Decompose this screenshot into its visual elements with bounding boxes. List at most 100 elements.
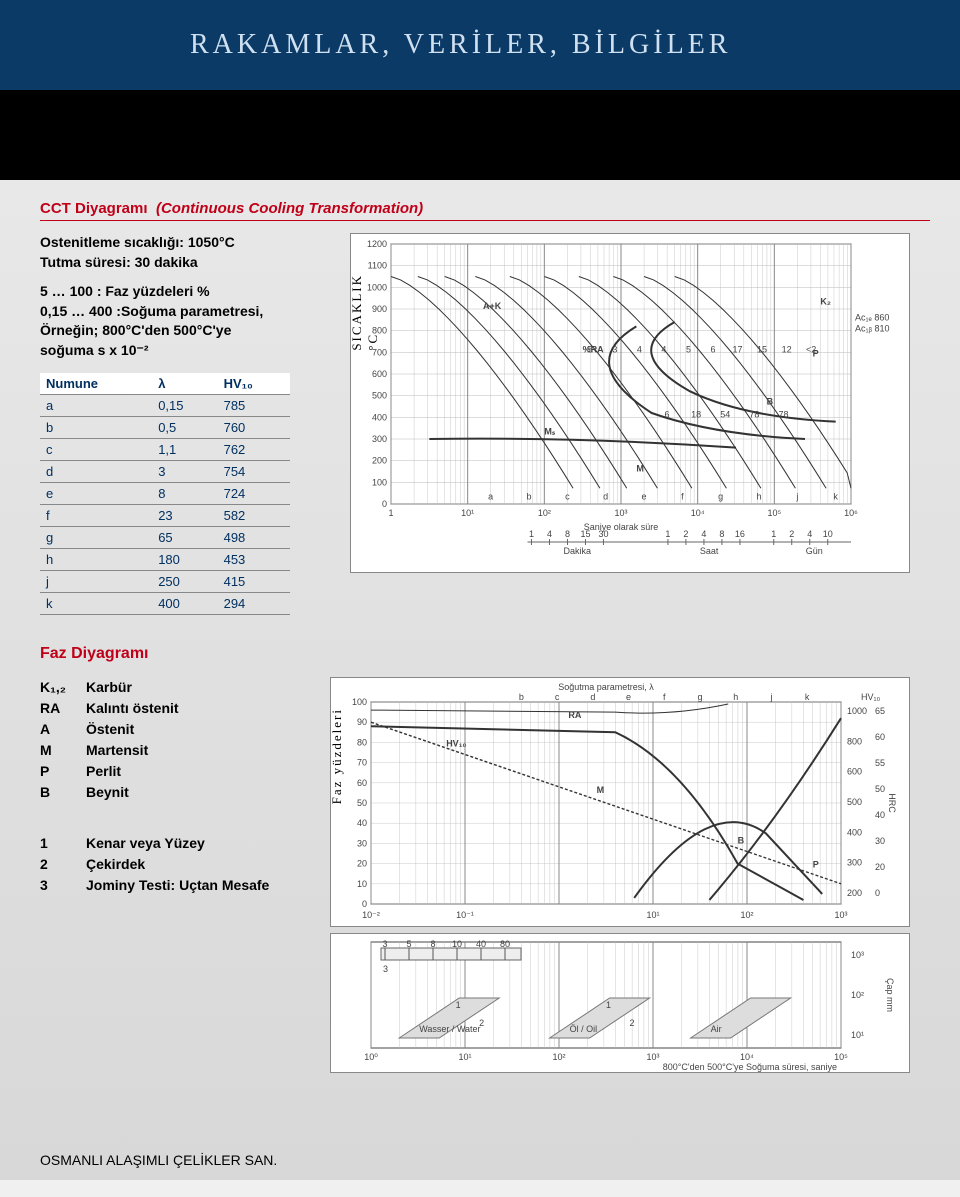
svg-text:60: 60 bbox=[875, 732, 885, 742]
svg-text:30: 30 bbox=[598, 529, 608, 539]
legend-row: PPerlit bbox=[40, 761, 320, 782]
svg-text:12: 12 bbox=[782, 344, 792, 354]
svg-text:2: 2 bbox=[479, 1018, 484, 1028]
svg-text:6: 6 bbox=[664, 409, 669, 419]
svg-text:a: a bbox=[488, 492, 493, 502]
svg-text:40: 40 bbox=[476, 939, 486, 949]
cct-svg: 0100200300400500600700800900100011001200… bbox=[351, 234, 910, 573]
svg-text:500: 500 bbox=[372, 391, 387, 401]
svg-text:HV₁₀: HV₁₀ bbox=[446, 738, 466, 748]
svg-text:50: 50 bbox=[357, 798, 367, 808]
svg-text:1: 1 bbox=[456, 1000, 461, 1010]
svg-text:1000: 1000 bbox=[847, 706, 867, 716]
svg-text:g: g bbox=[697, 692, 702, 702]
svg-text:e: e bbox=[626, 692, 631, 702]
svg-text:80: 80 bbox=[500, 939, 510, 949]
svg-text:10¹: 10¹ bbox=[851, 1030, 864, 1040]
svg-text:B: B bbox=[767, 396, 774, 406]
position-legend: 1Kenar veya Yüzey2Çekirdek3Jominy Testi:… bbox=[40, 833, 320, 896]
svg-text:55: 55 bbox=[875, 758, 885, 768]
bot-svg: 10⁰10¹10²10³10⁴10⁵3581040803Wasser / Wat… bbox=[331, 934, 910, 1073]
svg-text:10³: 10³ bbox=[851, 950, 864, 960]
col-numune: Numune bbox=[40, 373, 152, 395]
svg-text:1: 1 bbox=[771, 529, 776, 539]
svg-text:Ac₁ᵦ 810: Ac₁ᵦ 810 bbox=[855, 324, 890, 334]
svg-text:3: 3 bbox=[612, 344, 617, 354]
table-row: e8724 bbox=[40, 482, 290, 504]
svg-text:B: B bbox=[738, 835, 745, 845]
cct-line1: Ostenitleme sıcaklığı: 1050°C bbox=[40, 233, 340, 253]
svg-text:Ac₁ₑ 860: Ac₁ₑ 860 bbox=[855, 313, 889, 323]
svg-text:d: d bbox=[603, 492, 608, 502]
svg-text:8: 8 bbox=[430, 939, 435, 949]
svg-text:8: 8 bbox=[565, 529, 570, 539]
legend-row: 1Kenar veya Yüzey bbox=[40, 833, 320, 854]
svg-text:30: 30 bbox=[875, 836, 885, 846]
svg-text:2: 2 bbox=[789, 529, 794, 539]
svg-text:10³: 10³ bbox=[614, 508, 627, 518]
content-area: CCT Diyagramı (Continuous Cooling Transf… bbox=[0, 180, 960, 1180]
bottom-chart: 10⁰10¹10²10³10⁴10⁵3581040803Wasser / Wat… bbox=[330, 933, 910, 1073]
footer-text: OSMANLI ALAŞIMLI ÇELİKLER SAN. bbox=[40, 1152, 277, 1168]
svg-text:1: 1 bbox=[665, 529, 670, 539]
svg-text:10¹: 10¹ bbox=[646, 910, 659, 920]
cct-line2: Tutma süresi: 30 dakika bbox=[40, 253, 340, 273]
cct-heading-row: CCT Diyagramı (Continuous Cooling Transf… bbox=[40, 200, 930, 218]
svg-text:Gün: Gün bbox=[806, 546, 823, 556]
svg-text:K₂: K₂ bbox=[820, 297, 831, 307]
svg-text:c: c bbox=[565, 492, 570, 502]
svg-text:10⁵: 10⁵ bbox=[834, 1052, 848, 1062]
svg-text:200: 200 bbox=[847, 888, 862, 898]
svg-text:10⁵: 10⁵ bbox=[767, 508, 781, 518]
banner-title: RAKAMLAR, VERİLER, BİLGİLER bbox=[190, 29, 731, 61]
svg-text:100: 100 bbox=[372, 477, 387, 487]
svg-text:300: 300 bbox=[847, 857, 862, 867]
heading-underline bbox=[40, 220, 930, 221]
svg-text:Soğutma parametresi, λ: Soğutma parametresi, λ bbox=[558, 682, 654, 692]
svg-text:40: 40 bbox=[875, 810, 885, 820]
left-column: Ostenitleme sıcaklığı: 1050°C Tutma süre… bbox=[40, 233, 340, 615]
svg-text:d: d bbox=[590, 692, 595, 702]
svg-text:65: 65 bbox=[875, 706, 885, 716]
legend-row: 3Jominy Testi: Uçtan Mesafe bbox=[40, 875, 320, 896]
svg-text:j: j bbox=[795, 492, 798, 502]
svg-text:10³: 10³ bbox=[646, 1052, 659, 1062]
svg-text:k: k bbox=[833, 492, 838, 502]
svg-text:Dakika: Dakika bbox=[563, 546, 591, 556]
svg-text:10⁻²: 10⁻² bbox=[362, 910, 380, 920]
svg-text:f: f bbox=[663, 692, 666, 702]
svg-text:h: h bbox=[733, 692, 738, 702]
svg-text:h: h bbox=[756, 492, 761, 502]
svg-text:c: c bbox=[555, 692, 560, 702]
svg-text:0: 0 bbox=[875, 888, 880, 898]
cct-subtitle: (Continuous Cooling Transformation) bbox=[156, 200, 423, 217]
legend-row: K₁,₂Karbür bbox=[40, 677, 320, 698]
svg-text:6: 6 bbox=[710, 344, 715, 354]
svg-text:10²: 10² bbox=[538, 508, 551, 518]
svg-text:70: 70 bbox=[357, 757, 367, 767]
sample-table: Numune λ HV₁₀ a0,15785b0,5760c1,1762d375… bbox=[40, 373, 290, 615]
svg-text:Saniye olarak süre: Saniye olarak süre bbox=[584, 522, 659, 532]
svg-text:1: 1 bbox=[529, 529, 534, 539]
svg-text:60: 60 bbox=[357, 777, 367, 787]
svg-text:b: b bbox=[519, 692, 524, 702]
table-row: c1,1762 bbox=[40, 438, 290, 460]
svg-text:800: 800 bbox=[847, 736, 862, 746]
faz-chart: Faz yüzdeleri Soğutma parametresi, λ0102… bbox=[330, 677, 910, 927]
svg-text:5: 5 bbox=[588, 344, 593, 354]
cct-title: CCT Diyagramı bbox=[40, 200, 148, 217]
svg-text:8: 8 bbox=[719, 529, 724, 539]
svg-text:78: 78 bbox=[779, 409, 789, 419]
svg-text:800°C'den 500°C'ye Soğuma süre: 800°C'den 500°C'ye Soğuma süresi, saniye bbox=[663, 1062, 837, 1072]
svg-text:18: 18 bbox=[691, 409, 701, 419]
svg-text:10⁻¹: 10⁻¹ bbox=[456, 910, 474, 920]
faz-svg: Soğutma parametresi, λ010203040506070809… bbox=[331, 678, 910, 927]
svg-text:g: g bbox=[718, 492, 723, 502]
table-row: d3754 bbox=[40, 460, 290, 482]
svg-text:4: 4 bbox=[547, 529, 552, 539]
svg-text:j: j bbox=[769, 692, 772, 702]
legend-row: RAKalıntı östenit bbox=[40, 698, 320, 719]
svg-text:4: 4 bbox=[807, 529, 812, 539]
table-row: h180453 bbox=[40, 548, 290, 570]
svg-text:HRC: HRC bbox=[887, 793, 897, 813]
